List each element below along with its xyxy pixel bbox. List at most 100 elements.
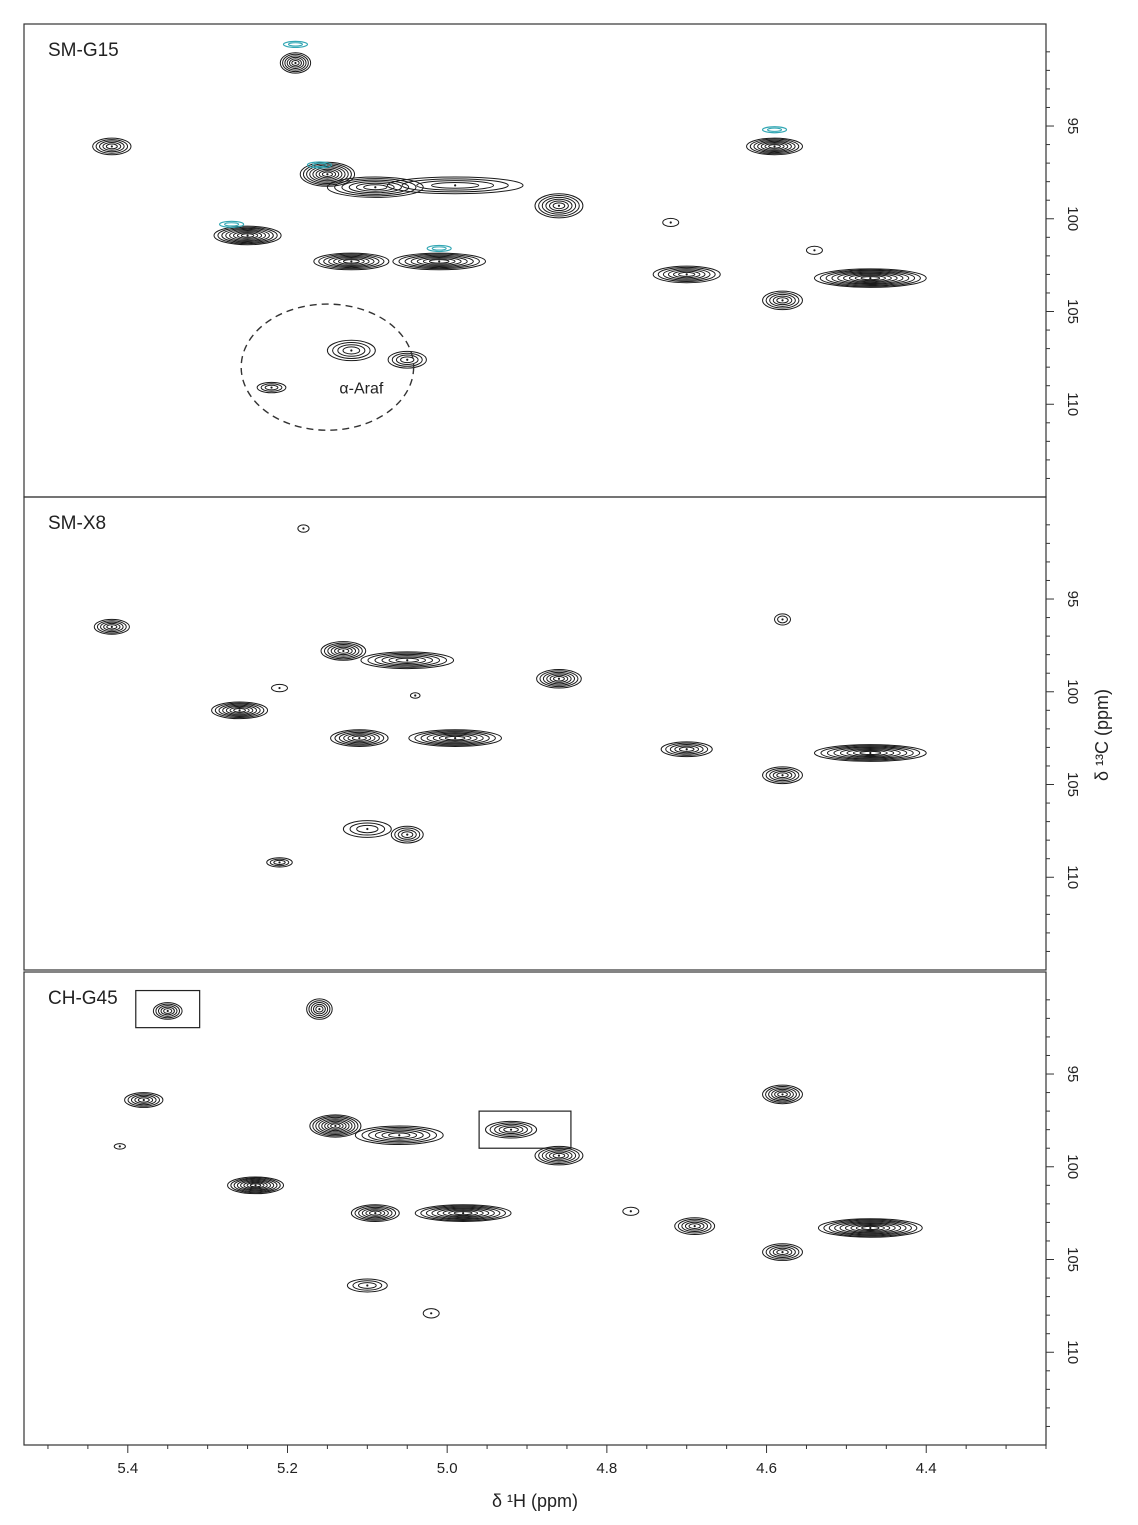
cross-peak [762,1084,803,1105]
contour-line [855,1224,885,1231]
contour-line [772,295,793,306]
contour-line [549,1151,569,1160]
contour-line [843,273,898,284]
contour-line [484,1120,538,1139]
contour-line [282,53,309,73]
x-tick-label: 5.2 [277,1460,298,1477]
contour-line [308,1000,331,1018]
contour-line [438,734,472,742]
contour-line [669,743,704,755]
contour-line [315,168,340,180]
contour-line [437,1208,490,1219]
contour-line [229,229,266,241]
contour-line [357,1282,377,1289]
contour-line [839,1222,902,1234]
contour-line [392,252,486,271]
contour-line [753,139,796,154]
contour-line [334,178,417,197]
contour-line [826,746,914,760]
y-tick-label: 105 [1064,1247,1081,1272]
contour-line [777,1091,788,1098]
cross-peak [93,618,130,635]
cross-peak [409,692,421,699]
panel-frame [23,971,1047,1446]
contour-line [356,824,379,834]
contour-line [309,1114,362,1138]
contour-line [400,356,415,364]
cross-peak [266,857,293,868]
contour-line [549,200,569,212]
cross-peak [227,1176,284,1195]
contour-line [309,165,346,183]
contour-line [249,1183,262,1188]
y-tick-label: 95 [1064,1066,1081,1083]
negative-peak [426,244,452,253]
contour-line [93,618,130,635]
contour-line [330,1123,341,1129]
peak-center [685,273,688,276]
contour-line [113,1143,126,1150]
cross-peak [342,820,392,838]
cross-peak [360,651,455,670]
peak-center [685,748,688,751]
negative-contour [761,126,788,134]
negative-contour [218,220,245,228]
contour-line [266,857,293,868]
peak-center [454,184,457,187]
negative-contour [426,244,452,253]
cross-peak [354,1125,444,1146]
peak-center [406,358,409,361]
annotation-label: α-Araf [339,381,383,398]
contour-line [338,731,380,745]
contour-line [677,1218,712,1234]
contour-line [386,176,524,195]
peak-center [350,260,353,263]
x-tick-label: 4.4 [916,1460,937,1477]
contour-line [684,1221,705,1231]
negative-contour [282,40,309,49]
contour-line [211,701,269,720]
contour-line [347,734,372,742]
panel-frame [23,496,1047,971]
contour-line [341,179,410,195]
contour-line [100,621,124,633]
contour-line [348,181,402,194]
cross-peak [386,176,524,195]
contour-line [448,1210,479,1217]
contour-line [327,643,360,658]
contour-line [776,297,789,304]
contour-line [312,1003,326,1015]
contour-line [760,141,789,151]
contour-line [768,144,781,149]
peak-center [781,774,784,777]
peak-center [294,61,297,65]
contour-line [360,651,455,670]
contour-line [288,58,302,68]
contour-line [152,1002,183,1020]
contour-line [844,1223,896,1233]
contour-line [542,671,576,686]
x-axis-title: δ ¹H (ppm) [492,1491,578,1511]
peak-center [430,1312,433,1315]
contour-line [401,178,509,193]
contour-line [291,59,300,66]
contour-line [489,1122,533,1138]
contour-line [398,253,480,270]
x-axis: 5.4 5.2 5.0 4.8 4.6 4.4 [47,1445,1047,1477]
peak-center [781,299,784,302]
peak-center [406,659,409,662]
contour-line [337,344,366,357]
peak-center [374,1212,377,1215]
contour-line [813,744,927,762]
y-tick-label: 95 [1064,118,1081,135]
contour-line [233,231,263,240]
contour-line [326,339,376,362]
cross-peak [271,683,288,693]
peak-center [142,1098,145,1102]
contour-line [323,642,363,660]
contour-line [225,228,270,242]
contour-line [318,170,337,179]
contour-line [776,1249,789,1255]
cross-peak [330,729,389,747]
contour-line [453,1211,473,1216]
